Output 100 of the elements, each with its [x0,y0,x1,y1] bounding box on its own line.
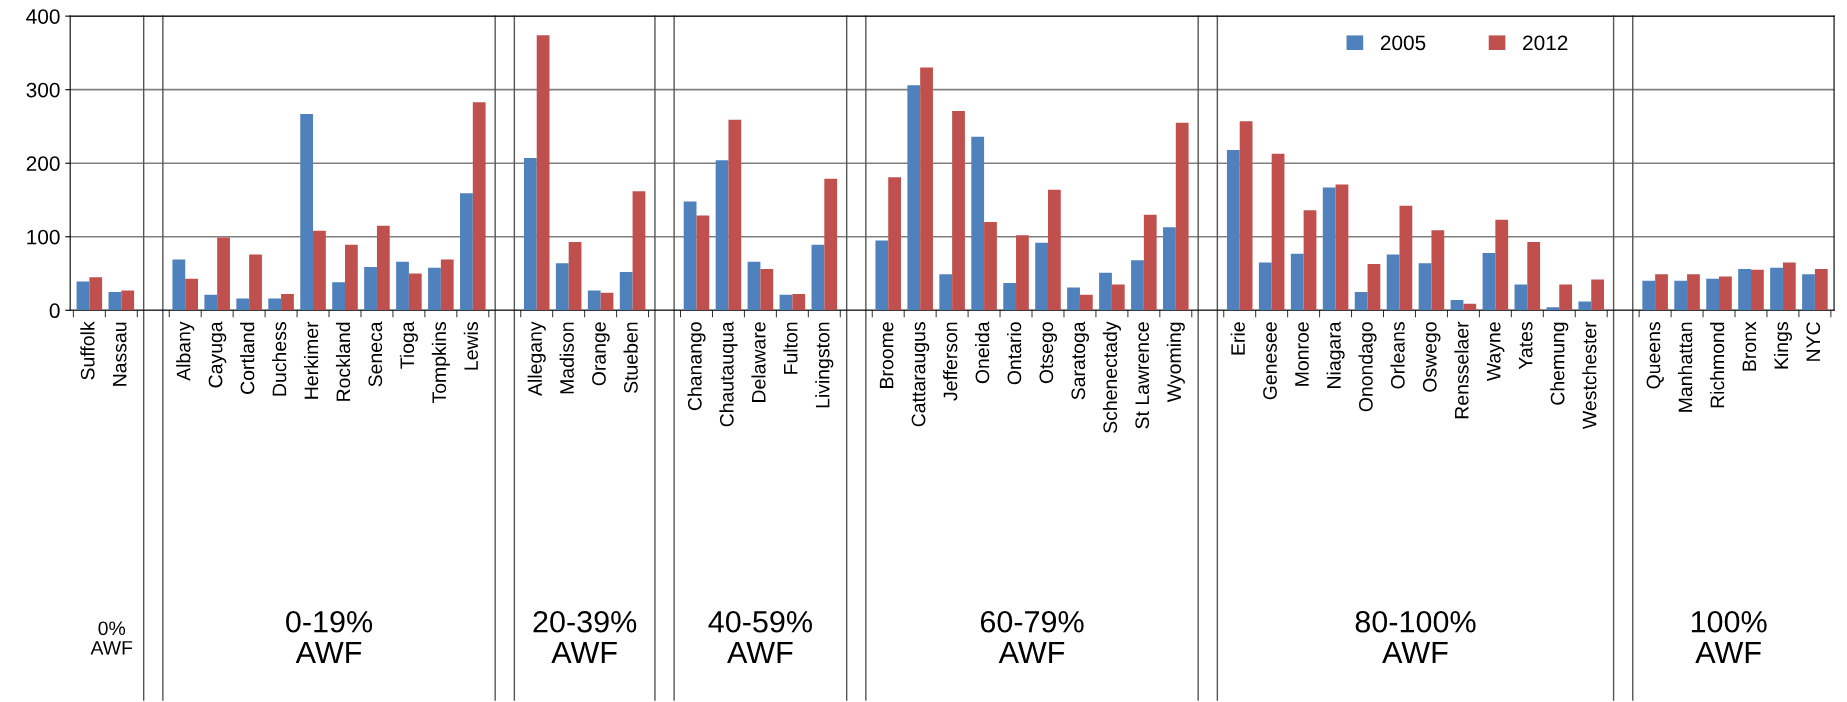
x-tick-label: Cortland [240,322,255,394]
bar [1591,279,1604,311]
y-tick-label: 100 [27,229,60,245]
bar [204,294,218,311]
x-tick-label: St Lawrence [1135,322,1150,429]
bar [715,160,729,311]
bar [984,222,997,311]
bar [1131,260,1144,311]
bar [1687,274,1700,311]
bar [875,240,889,311]
bar [1367,263,1381,311]
y-tick-label: 0 [49,303,60,319]
bar [1239,121,1253,311]
x-tick-label: Rensselaer [1454,321,1469,419]
bar [1463,303,1477,311]
legend-label: 2005 [1380,35,1426,51]
x-tick-label: Saratoga [1071,321,1090,400]
x-tick-label: Wyoming [1166,322,1185,403]
bar [1559,284,1573,311]
bar [1003,283,1017,311]
bar [1546,307,1560,311]
bar [1079,294,1093,311]
x-tick-label: Monroe [1295,322,1309,386]
bar [1431,230,1445,311]
x-tick-label: Otsego [1039,322,1058,384]
x-tick-label: NYC [1806,322,1821,361]
x-tick-label: Suffolk [80,321,95,380]
bar [555,263,569,311]
text: 60-79% AWF [980,610,1084,663]
bar [600,292,614,311]
x-tick-label: Orange [592,322,610,386]
bar [1655,274,1668,311]
bar [587,290,601,311]
bar [907,85,921,311]
bar [1099,272,1112,311]
x-tick-label: Oswego [1422,322,1441,392]
bar [1271,153,1285,311]
x-tick-label: Cayuga [208,321,227,388]
bar [300,113,314,311]
bar [1782,262,1796,311]
bar [811,244,825,311]
bar [76,281,90,311]
bar [217,237,230,311]
bar [1335,184,1349,311]
x-tick-label: Erie [1230,322,1245,355]
bar [792,294,806,311]
bar [1016,235,1029,311]
bar [1322,187,1336,311]
x-tick-label: Fulton [783,322,798,374]
bar [1386,254,1400,311]
bar [472,102,486,311]
bar [121,290,135,311]
bar [1578,301,1592,311]
x-tick-label: Livingston [815,322,834,408]
bar [460,193,473,311]
bar [920,67,933,311]
x-tick-label: Allegany [527,321,546,396]
x-tick-label: Duchess [272,322,287,396]
bar [619,272,633,311]
bar [1738,269,1751,311]
x-tick-label: Schenectady [1102,321,1121,433]
x-tick-label: Queens [1646,322,1664,389]
y-tick-label: 400 [26,9,60,24]
bar [1750,269,1764,311]
bar [281,294,294,311]
bar [568,241,582,311]
bar [1143,214,1157,311]
x-tick-label: Nassau [112,322,127,386]
bar [1514,284,1528,311]
bar [1399,205,1413,311]
x-tick-label: Stueben [623,322,638,393]
bar [1450,299,1464,311]
bar [1802,274,1815,311]
x-tick-label: Cattaraugus [911,322,930,427]
bar [1354,291,1368,311]
bar [440,259,454,311]
bar [1642,280,1656,311]
bar [1175,122,1189,311]
x-tick-label: Niagara [1326,321,1345,388]
bar [428,267,441,311]
x-tick-label: Seneca [368,321,383,387]
bar [376,225,390,311]
x-tick-label: Albany [176,321,195,381]
bar [108,291,122,311]
bar [1303,210,1317,311]
bar [952,111,965,311]
x-tick-label: Tioga [399,321,418,369]
bar [1770,267,1783,311]
bar [1674,280,1688,311]
x-tick-label: Westchester [1582,321,1597,430]
bar [1495,219,1509,311]
x-tick-label: Jefferson [943,322,958,401]
bar [172,259,186,311]
bar [268,298,282,311]
bar [536,35,550,311]
x-tick-label: Wayne [1487,322,1505,382]
bar [89,277,103,311]
x-tick-label: Delaware [751,322,766,402]
bar [779,294,793,311]
text: 40-59% AWF [708,610,812,663]
